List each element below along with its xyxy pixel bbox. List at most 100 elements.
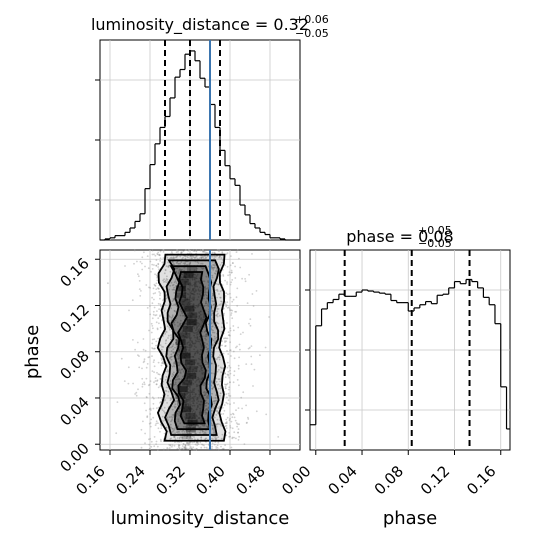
scatter-point [196,397,199,400]
scatter-point [211,437,214,440]
scatter-point [207,402,210,405]
scatter-point [174,403,177,406]
scatter-point [236,425,239,428]
scatter-point [159,257,162,260]
scatter-point [205,391,208,394]
scatter-point [223,337,225,340]
scatter-point [190,404,192,406]
scatter-point [156,448,159,451]
scatter-point [145,284,148,286]
scatter-point [224,345,227,347]
scatter-point [186,298,189,301]
scatter-point [184,272,187,275]
scatter-point [188,367,191,370]
scatter-point [188,408,191,411]
scatter-point [143,360,146,363]
scatter-point [175,262,178,264]
scatter-point [172,256,175,258]
scatter-point [224,303,227,305]
scatter-point [211,427,214,429]
scatter-point [168,265,170,268]
scatter-point [191,274,194,276]
scatter-point [213,432,216,434]
scatter-point [216,418,219,421]
scatter-point [193,283,196,286]
scatter-point [190,446,192,449]
scatter-point [201,443,204,446]
scatter-point [156,310,158,312]
scatter-point [182,295,185,297]
scatter-point [161,362,164,365]
scatter-point [191,341,194,343]
scatter-point [196,336,199,339]
scatter-point [191,396,194,399]
scatter-point [182,448,185,450]
scatter-point [184,447,187,450]
scatter-point [213,303,216,306]
scatter-point [236,345,238,348]
scatter-point [204,285,207,288]
scatter-point [177,431,180,433]
scatter-point [205,300,207,303]
scatter-point [186,392,188,395]
scatter-point [218,405,221,408]
scatter-point [244,278,247,280]
scatter-point [182,300,185,303]
scatter-point [200,368,203,371]
scatter-point [213,264,216,267]
scatter-point [185,398,188,401]
scatter-point [183,394,186,397]
scatter-point [172,374,175,376]
scatter-point [199,356,202,358]
scatter-point [171,251,173,254]
scatter-point [196,292,199,295]
scatter-point [173,299,175,302]
scatter-point [160,348,163,351]
scatter-point [233,436,235,439]
scatter-point [201,249,204,252]
scatter-point [202,280,204,282]
scatter-point [223,409,226,412]
scatter-point [225,418,228,421]
scatter-point [171,373,174,375]
scatter-point [188,289,191,291]
scatter-point [226,301,229,304]
scatter-point [190,327,193,329]
scatter-point [202,297,205,300]
scatter-point [182,334,185,337]
scatter-point [142,420,144,423]
scatter-point [237,364,240,367]
scatter-point [204,302,207,305]
scatter-point [227,334,230,337]
scatter-point [154,314,157,317]
scatter-point [191,292,194,295]
scatter-point [174,427,177,429]
scatter-point [195,367,198,370]
scatter-point [186,343,189,345]
scatter-point [173,257,176,259]
scatter-point [198,315,201,317]
scatter-point [190,314,193,317]
scatter-point [178,447,181,450]
scatter-point [228,394,230,397]
scatter-point [186,280,188,283]
scatter-point [214,358,217,360]
scatter-point [186,297,189,299]
scatter-point [203,331,206,333]
scatter-point [215,336,218,339]
scatter-point [183,381,186,384]
scatter-point [235,437,237,440]
scatter-point [160,357,163,359]
scatter-point [186,359,189,362]
scatter-point [186,358,188,361]
scatter-point [178,349,181,351]
scatter-point [229,425,232,427]
scatter-point [197,389,200,392]
scatter-point [199,339,202,342]
scatter-point [252,385,254,387]
scatter-point [192,255,194,257]
scatter-point [155,420,158,423]
scatter-point [172,261,174,264]
scatter-point [216,290,219,292]
scatter-point [195,250,198,253]
